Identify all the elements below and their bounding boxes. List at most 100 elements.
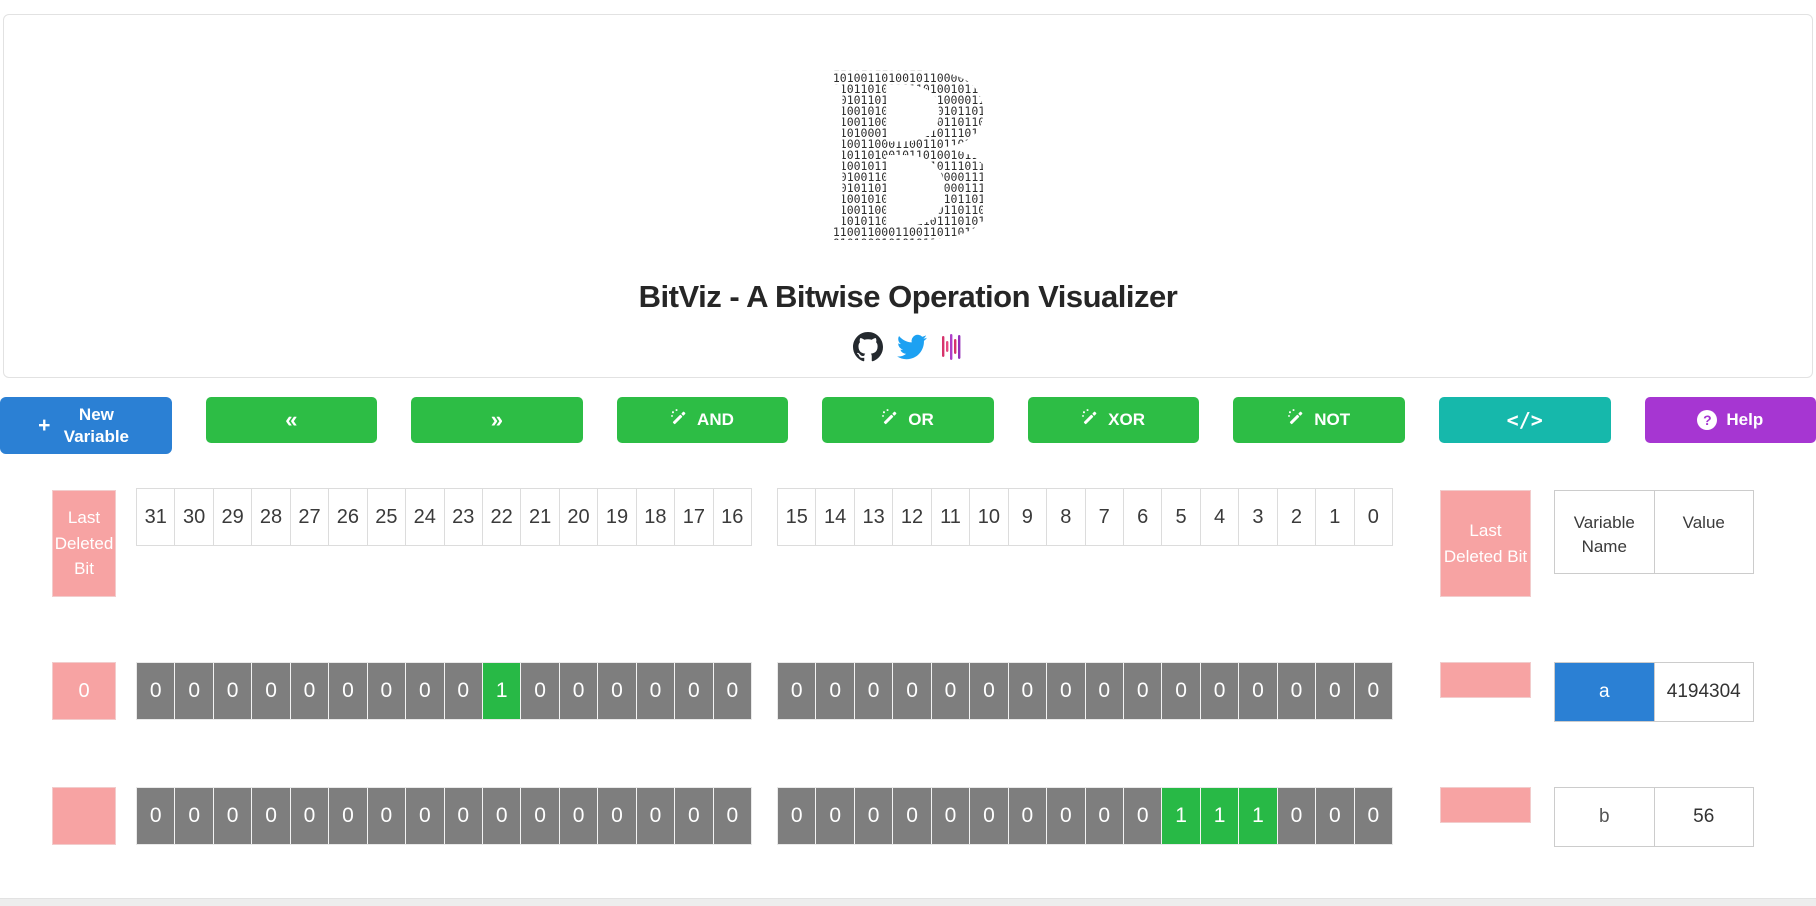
bit-cell[interactable]: 0 (1084, 663, 1123, 719)
bit-cell[interactable]: 0 (635, 663, 675, 719)
bit-cell[interactable]: 0 (251, 663, 290, 719)
header-card: B 00101010011110011010110111010110011000… (3, 14, 1813, 378)
variable-row-a: 0 0 0 0 0 0 0 0 0 0 1 0 0 0 0 0 0 0 0 0 0 0 0 0 0 0 0 0 0 0 0 0 0 a 419430… (52, 662, 1754, 722)
svg-text:101100101100011011011010110: 101100101100011011011010110 (833, 60, 983, 74)
bit-cell[interactable]: 0 (1046, 663, 1085, 719)
bit-cell[interactable]: 0 (1161, 663, 1200, 719)
bit-cell[interactable]: 0 (1122, 788, 1162, 844)
github-icon[interactable] (853, 332, 883, 362)
waveform-icon[interactable] (941, 331, 963, 363)
bit-cell[interactable]: 0 (969, 788, 1008, 844)
twitter-icon[interactable] (897, 332, 927, 362)
xor-label: XOR (1108, 410, 1146, 429)
shift-left-button[interactable]: « (205, 397, 378, 443)
svg-text:001010110100101101000011011: 001010110100101101000011011 (833, 93, 983, 107)
bit-cell[interactable]: 0 (405, 788, 444, 844)
and-button[interactable]: AND (616, 397, 789, 443)
bit-cell[interactable]: 0 (137, 663, 175, 719)
not-button[interactable]: NOT (1233, 397, 1405, 443)
bit-index-label: 15 (778, 489, 816, 545)
variable-value-cell[interactable]: 4194304 (1653, 663, 1754, 721)
bit-index-label: 5 (1161, 489, 1200, 545)
not-label: NOT (1314, 410, 1351, 429)
bit-cell[interactable]: 0 (712, 663, 751, 719)
variable-name-header: Variable Name (1573, 513, 1635, 556)
bit-cell[interactable]: 0 (443, 663, 482, 719)
bit-cell[interactable]: 0 (892, 663, 931, 719)
bit-cell[interactable]: 0 (558, 663, 598, 719)
bit-cell[interactable]: 0 (674, 788, 713, 844)
bit-cell[interactable]: 0 (366, 788, 406, 844)
bit-cell[interactable]: 0 (1353, 788, 1392, 844)
bit-cell[interactable]: 0 (1084, 788, 1123, 844)
bit-cell[interactable]: 0 (366, 663, 406, 719)
bit-cell[interactable]: 0 (328, 788, 367, 844)
bit-cell[interactable]: 0 (1353, 663, 1392, 719)
bit-cell[interactable]: 0 (481, 788, 521, 844)
bit-cell[interactable]: 0 (778, 788, 816, 844)
bit-cell[interactable]: 0 (443, 788, 482, 844)
bit-cell[interactable]: 0 (1276, 788, 1316, 844)
bit-cell[interactable]: 0 (1199, 663, 1239, 719)
bit-cell[interactable]: 0 (597, 788, 636, 844)
variable-name-cell[interactable]: a (1555, 663, 1654, 721)
bit-cell[interactable]: 0 (853, 663, 893, 719)
bit-cell[interactable]: 0 (137, 788, 175, 844)
help-button[interactable]: ? Help (1644, 397, 1816, 443)
svg-text:010101101001011010010110110: 010101101001011010010110110 (833, 82, 983, 96)
bit-index-label: 21 (520, 489, 559, 545)
bit-cell[interactable]: 0 (1276, 663, 1316, 719)
bit-cell[interactable]: 0 (1315, 788, 1354, 844)
bit-cell[interactable]: 1 (1161, 788, 1200, 844)
bit-cell[interactable]: 0 (674, 663, 713, 719)
bit-cell[interactable]: 0 (1315, 663, 1354, 719)
bit-cell[interactable]: 0 (520, 788, 559, 844)
or-button[interactable]: OR (822, 397, 994, 443)
bit-cell[interactable]: 0 (635, 788, 675, 844)
bit-cell[interactable]: 0 (558, 788, 598, 844)
xor-button[interactable]: XOR (1027, 397, 1200, 443)
bit-cell[interactable]: 0 (289, 788, 329, 844)
bit-cell[interactable]: 0 (212, 663, 252, 719)
code-button[interactable]: </> (1438, 397, 1611, 443)
bit-index-label: 23 (443, 489, 482, 545)
bit-cell[interactable]: 0 (328, 663, 367, 719)
bit-cell[interactable]: 0 (1007, 788, 1047, 844)
bit-cell[interactable]: 0 (520, 663, 559, 719)
bit-cell[interactable]: 0 (930, 663, 970, 719)
bit-index-label: 18 (635, 489, 675, 545)
code-icon: </> (1506, 408, 1543, 432)
variable-value-cell[interactable]: 56 (1653, 788, 1754, 846)
bit-cell[interactable]: 0 (174, 663, 213, 719)
bit-cell[interactable]: 0 (212, 788, 252, 844)
bit-cell[interactable]: 0 (778, 663, 816, 719)
bit-cell[interactable]: 0 (289, 663, 329, 719)
svg-text:101100110010110110110110110: 101100110010110110110110110 (833, 203, 983, 217)
bit-cell[interactable]: 0 (712, 788, 751, 844)
bit-cell[interactable]: 0 (930, 788, 970, 844)
bit-cell[interactable]: 1 (1238, 788, 1277, 844)
bit-cell[interactable]: 1 (481, 663, 521, 719)
bit-index-label: 1 (1315, 489, 1354, 545)
bit-cell[interactable]: 0 (1046, 788, 1085, 844)
bit-cell[interactable]: 0 (815, 663, 854, 719)
bit-cell[interactable]: 0 (892, 788, 931, 844)
bit-cell[interactable]: 1 (1199, 788, 1239, 844)
bit-cell[interactable]: 0 (969, 663, 1008, 719)
bit-cell[interactable]: 0 (174, 788, 213, 844)
page-title: BitViz - A Bitwise Operation Visualizer (638, 279, 1178, 314)
bit-cell[interactable]: 0 (1122, 663, 1162, 719)
variable-name-cell[interactable]: b (1598, 806, 1610, 827)
shift-right-button[interactable]: » (411, 397, 583, 443)
new-variable-button[interactable]: + New Variable (0, 397, 172, 454)
bit-cell[interactable]: 0 (853, 788, 893, 844)
bit-cell[interactable]: 0 (597, 663, 636, 719)
bit-cell[interactable]: 0 (1007, 663, 1047, 719)
bit-cell[interactable]: 0 (251, 788, 290, 844)
bit-cell[interactable]: 0 (405, 663, 444, 719)
bit-cell[interactable]: 0 (1238, 663, 1277, 719)
bit-cell[interactable]: 0 (815, 788, 854, 844)
last-deleted-bit-indicator (1440, 787, 1531, 823)
bit-index-label: 27 (289, 489, 329, 545)
